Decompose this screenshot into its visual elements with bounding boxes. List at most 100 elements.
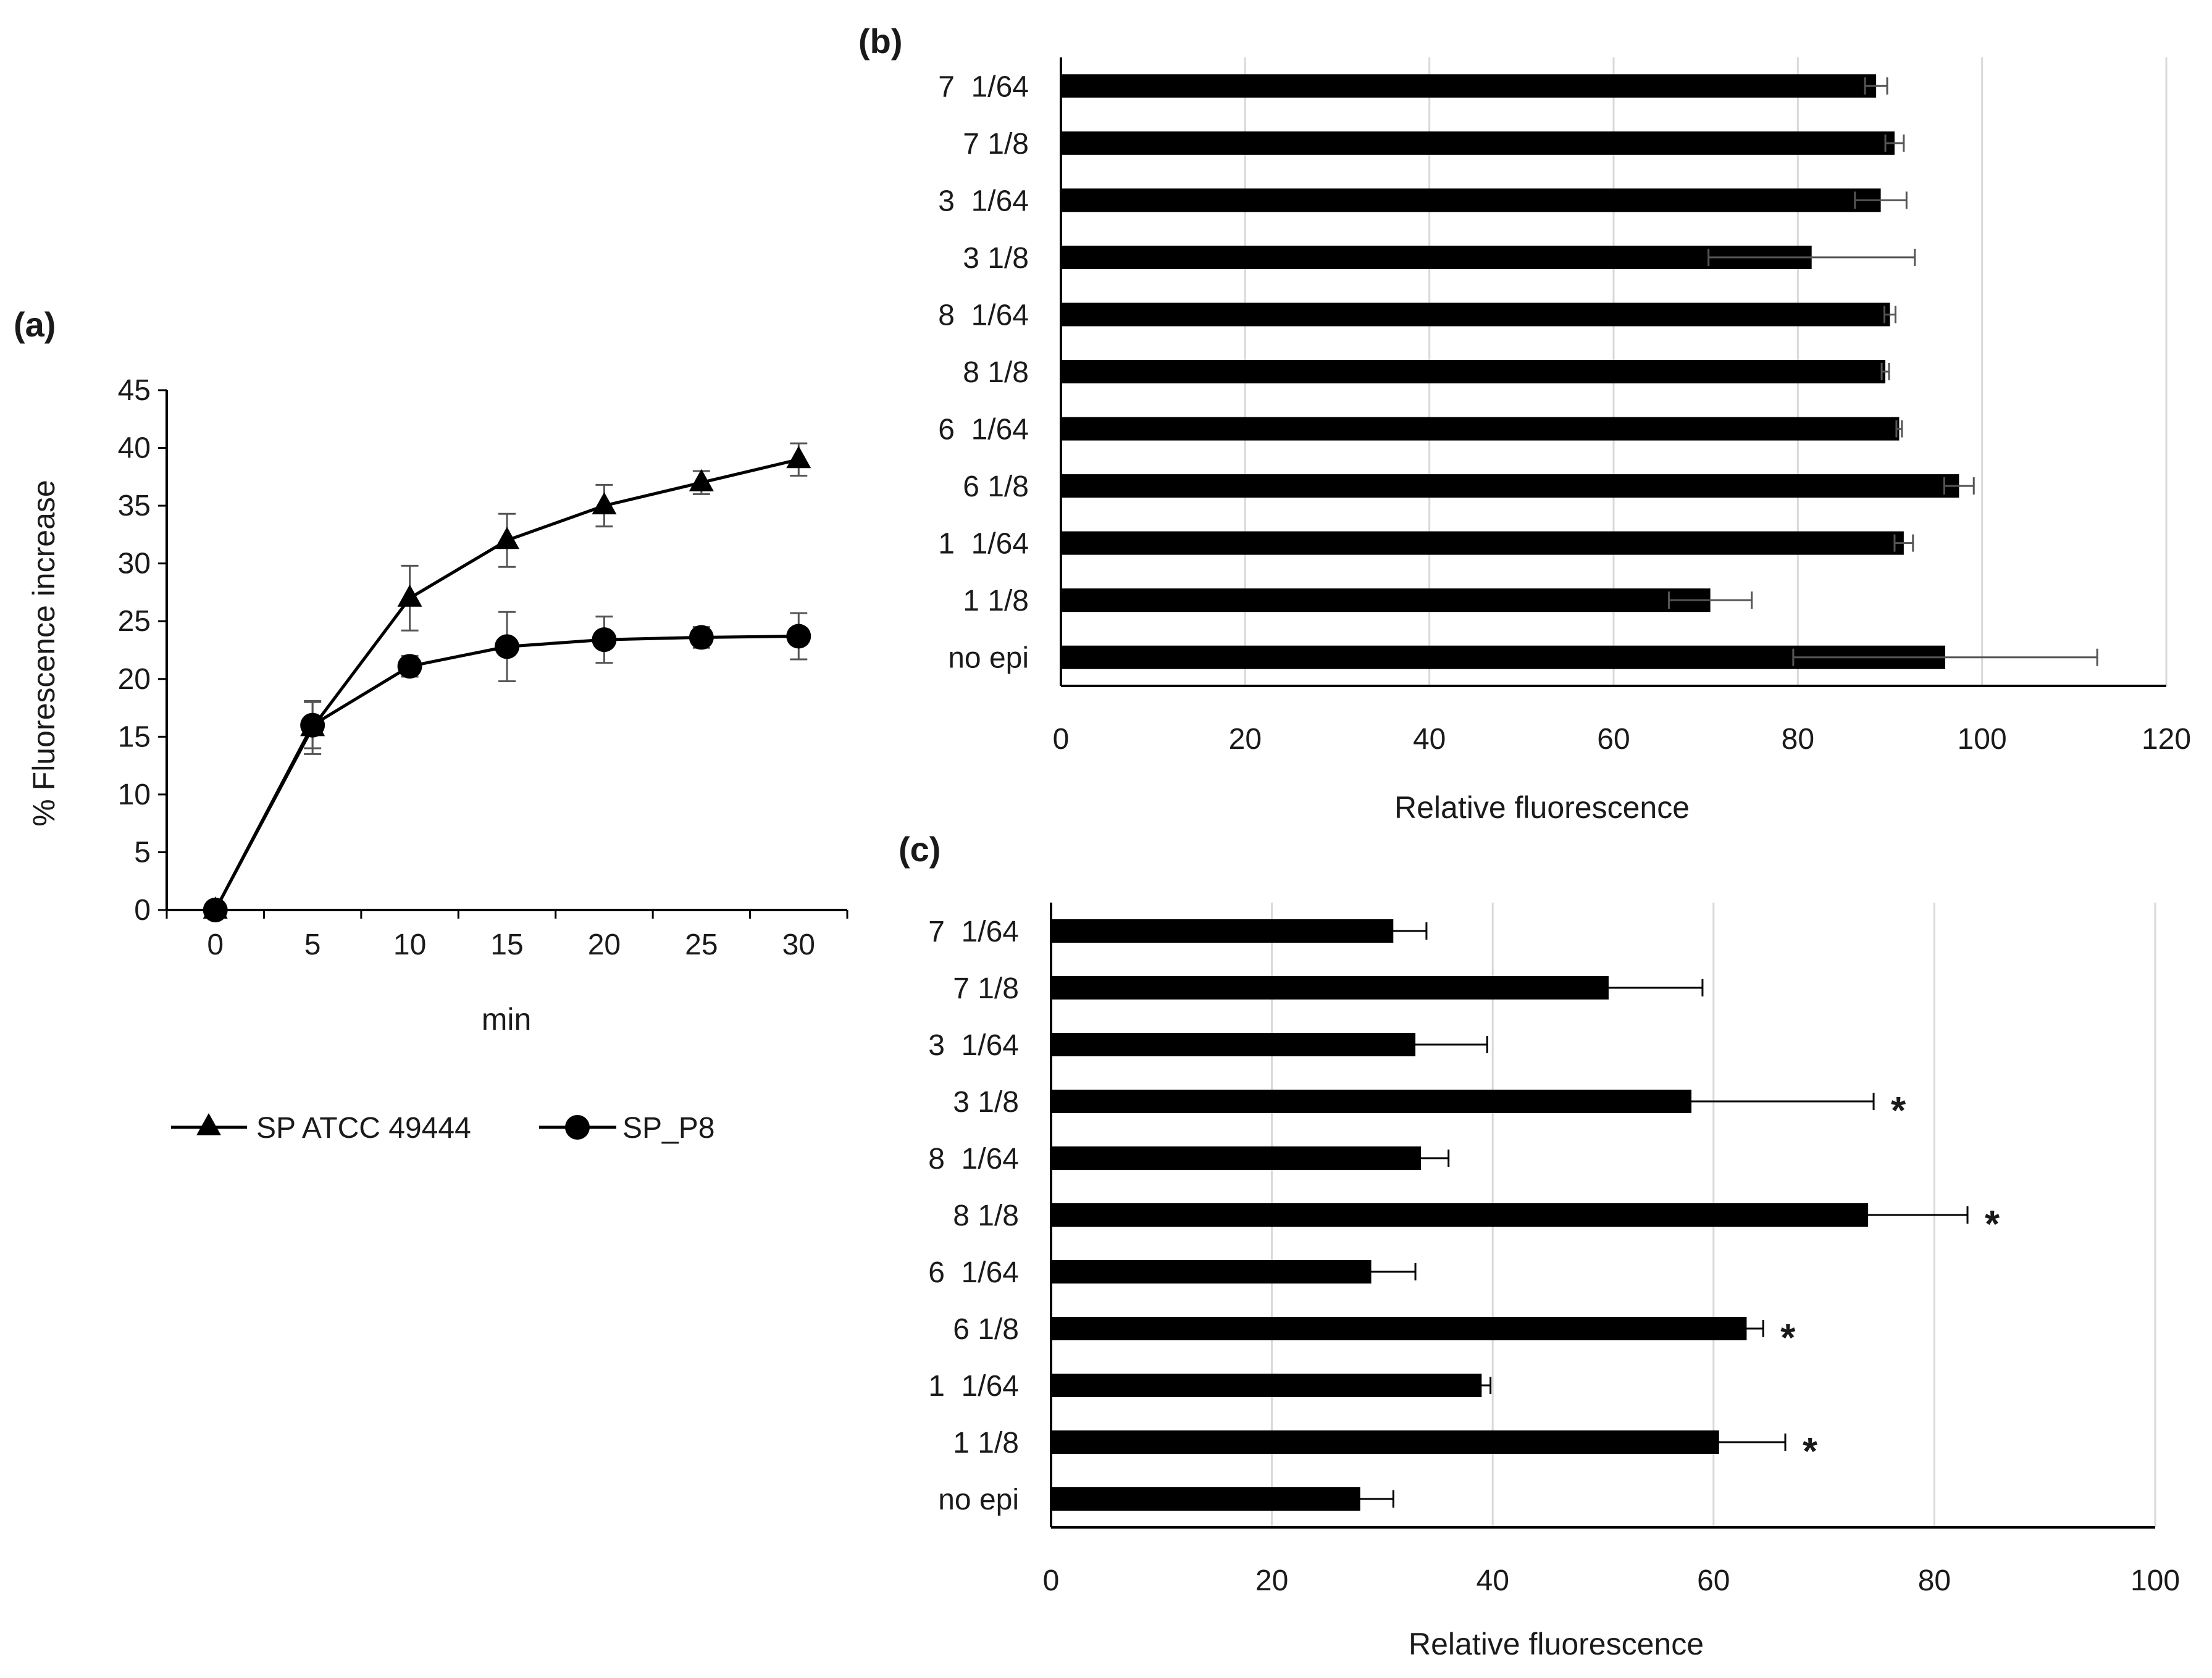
x-tick-label-c: 40 (1477, 1564, 1509, 1597)
significance-marker-c: * (1891, 1090, 1906, 1132)
data-point-circle (203, 898, 228, 922)
x-tick-label-b: 80 (1782, 723, 1814, 756)
bar-chart-b: 0 20 40 60 80 100 120 7 1/64 7 1/8 3 1/64 3 1/8 8 1… (938, 57, 2191, 756)
bar-b (1061, 417, 1900, 441)
bar-b (1061, 74, 1877, 98)
x-tick-label-a: 15 (490, 929, 523, 961)
x-tick-label-b: 120 (2142, 723, 2191, 756)
axis-title-b-x: Relative fluorescence (1394, 790, 1690, 825)
category-label-b: no epi (948, 642, 1029, 675)
category-label-b: 7 1/8 (963, 128, 1029, 161)
category-label-c: 7 1/8 (953, 972, 1019, 1005)
y-tick-label-a: 15 (118, 720, 151, 753)
category-label-c: 6 1/8 (953, 1313, 1019, 1346)
legend-label-series-2: SP_P8 (622, 1112, 714, 1145)
bar-b (1061, 131, 1895, 155)
y-tick-label-a: 20 (118, 663, 151, 696)
bar-c (1051, 1430, 1719, 1454)
bar-b (1061, 245, 1812, 269)
category-label-c: 8 1/64 (928, 1143, 1019, 1175)
category-label-c: 3 1/8 (953, 1086, 1019, 1119)
legend-a: SP ATCC 49444 SP_P8 (171, 1112, 714, 1145)
y-tick-label-a: 30 (118, 548, 151, 580)
significance-marker-c: * (1780, 1317, 1796, 1359)
bar-c (1051, 1260, 1372, 1284)
category-label-c: 3 1/64 (928, 1029, 1019, 1062)
y-tick-label-a: 40 (118, 432, 151, 465)
x-tick-label-c: 100 (2130, 1564, 2180, 1597)
legend-triangle-marker-icon (196, 1113, 221, 1135)
x-tick-label-b: 60 (1597, 723, 1630, 756)
data-point-triangle (397, 584, 422, 607)
x-tick-label-a: 0 (207, 929, 224, 961)
bar-b (1061, 531, 1904, 555)
category-label-c: 7 1/64 (928, 916, 1019, 948)
category-label-c: 1 1/64 (928, 1370, 1019, 1403)
data-point-triangle (689, 469, 714, 491)
category-label-b: 3 1/8 (963, 242, 1029, 275)
data-point-circle (300, 712, 325, 738)
category-label-b: 6 1/8 (963, 470, 1029, 503)
axis-title-a-y: % Fluorescence increase (27, 480, 61, 826)
x-tick-label-b: 0 (1053, 723, 1070, 756)
category-label-b: 3 1/64 (938, 185, 1029, 217)
category-label-b: 8 1/64 (938, 299, 1029, 332)
legend-label-series-1: SP ATCC 49444 (256, 1112, 471, 1145)
line-chart-a: 0 5 10 15 20 25 30 35 40 45 0 5 10 15 20 25 30 (118, 374, 848, 961)
data-point-triangle (786, 446, 811, 469)
category-label-b: 7 1/64 (938, 70, 1029, 103)
y-tick-label-a: 35 (118, 490, 151, 522)
category-label-c: 8 1/8 (953, 1200, 1019, 1232)
category-label-b: 6 1/64 (938, 414, 1029, 446)
panel-label-a: (a) (14, 305, 56, 344)
category-label-b: 1 1/8 (963, 585, 1029, 617)
data-point-triangle (592, 492, 617, 515)
category-label-c: no epi (938, 1484, 1019, 1516)
x-tick-label-a: 5 (304, 929, 321, 961)
x-tick-label-b: 100 (1958, 723, 2007, 756)
y-tick-label-a: 5 (134, 836, 151, 869)
category-label-b: 8 1/8 (963, 356, 1029, 389)
panel-label-b: (b) (858, 22, 903, 61)
bar-c (1051, 1487, 1360, 1511)
category-label-c: 1 1/8 (953, 1427, 1019, 1459)
category-label-c: 6 1/64 (928, 1256, 1019, 1289)
x-tick-label-a: 25 (685, 929, 718, 961)
category-label-b: 1 1/64 (938, 528, 1029, 561)
axis-title-a-x: min (482, 1002, 532, 1037)
axis-title-c-x: Relative fluorescence (1409, 1627, 1704, 1661)
y-tick-label-a: 0 (134, 894, 151, 927)
data-point-circle (397, 654, 422, 679)
significance-marker-c: * (1803, 1430, 1818, 1473)
bar-c (1051, 1146, 1421, 1170)
bar-chart-c: 0 20 40 60 80 100 7 1/64 7 1/8 3 1/64 3 1/8 * 8 1/6… (928, 903, 2180, 1597)
bar-c (1051, 919, 1394, 943)
x-tick-label-c: 80 (1918, 1564, 1951, 1597)
x-tick-label-c: 60 (1697, 1564, 1730, 1597)
y-tick-label-a: 25 (118, 605, 151, 638)
x-tick-label-a: 30 (782, 929, 815, 961)
legend-circle-marker-icon (565, 1115, 590, 1140)
bar-b (1061, 588, 1711, 612)
x-tick-label-b: 40 (1413, 723, 1446, 756)
bar-b (1061, 474, 1959, 498)
data-point-circle (689, 625, 714, 650)
x-tick-label-b: 20 (1229, 723, 1262, 756)
bar-b (1061, 360, 1886, 383)
significance-marker-c: * (1985, 1203, 2000, 1246)
bar-c (1051, 1317, 1747, 1340)
x-tick-label-a: 10 (393, 929, 426, 961)
panel-label-c: (c) (899, 830, 941, 869)
bar-b (1061, 303, 1890, 327)
y-tick-label-a: 10 (118, 778, 151, 811)
data-point-circle (592, 627, 617, 653)
x-tick-label-c: 20 (1255, 1564, 1288, 1597)
x-tick-label-c: 0 (1043, 1564, 1060, 1597)
data-point-circle (786, 624, 811, 649)
data-point-triangle (495, 527, 519, 549)
bar-c (1051, 1203, 1869, 1227)
data-point-circle (495, 634, 519, 659)
bar-c (1051, 1374, 1482, 1397)
